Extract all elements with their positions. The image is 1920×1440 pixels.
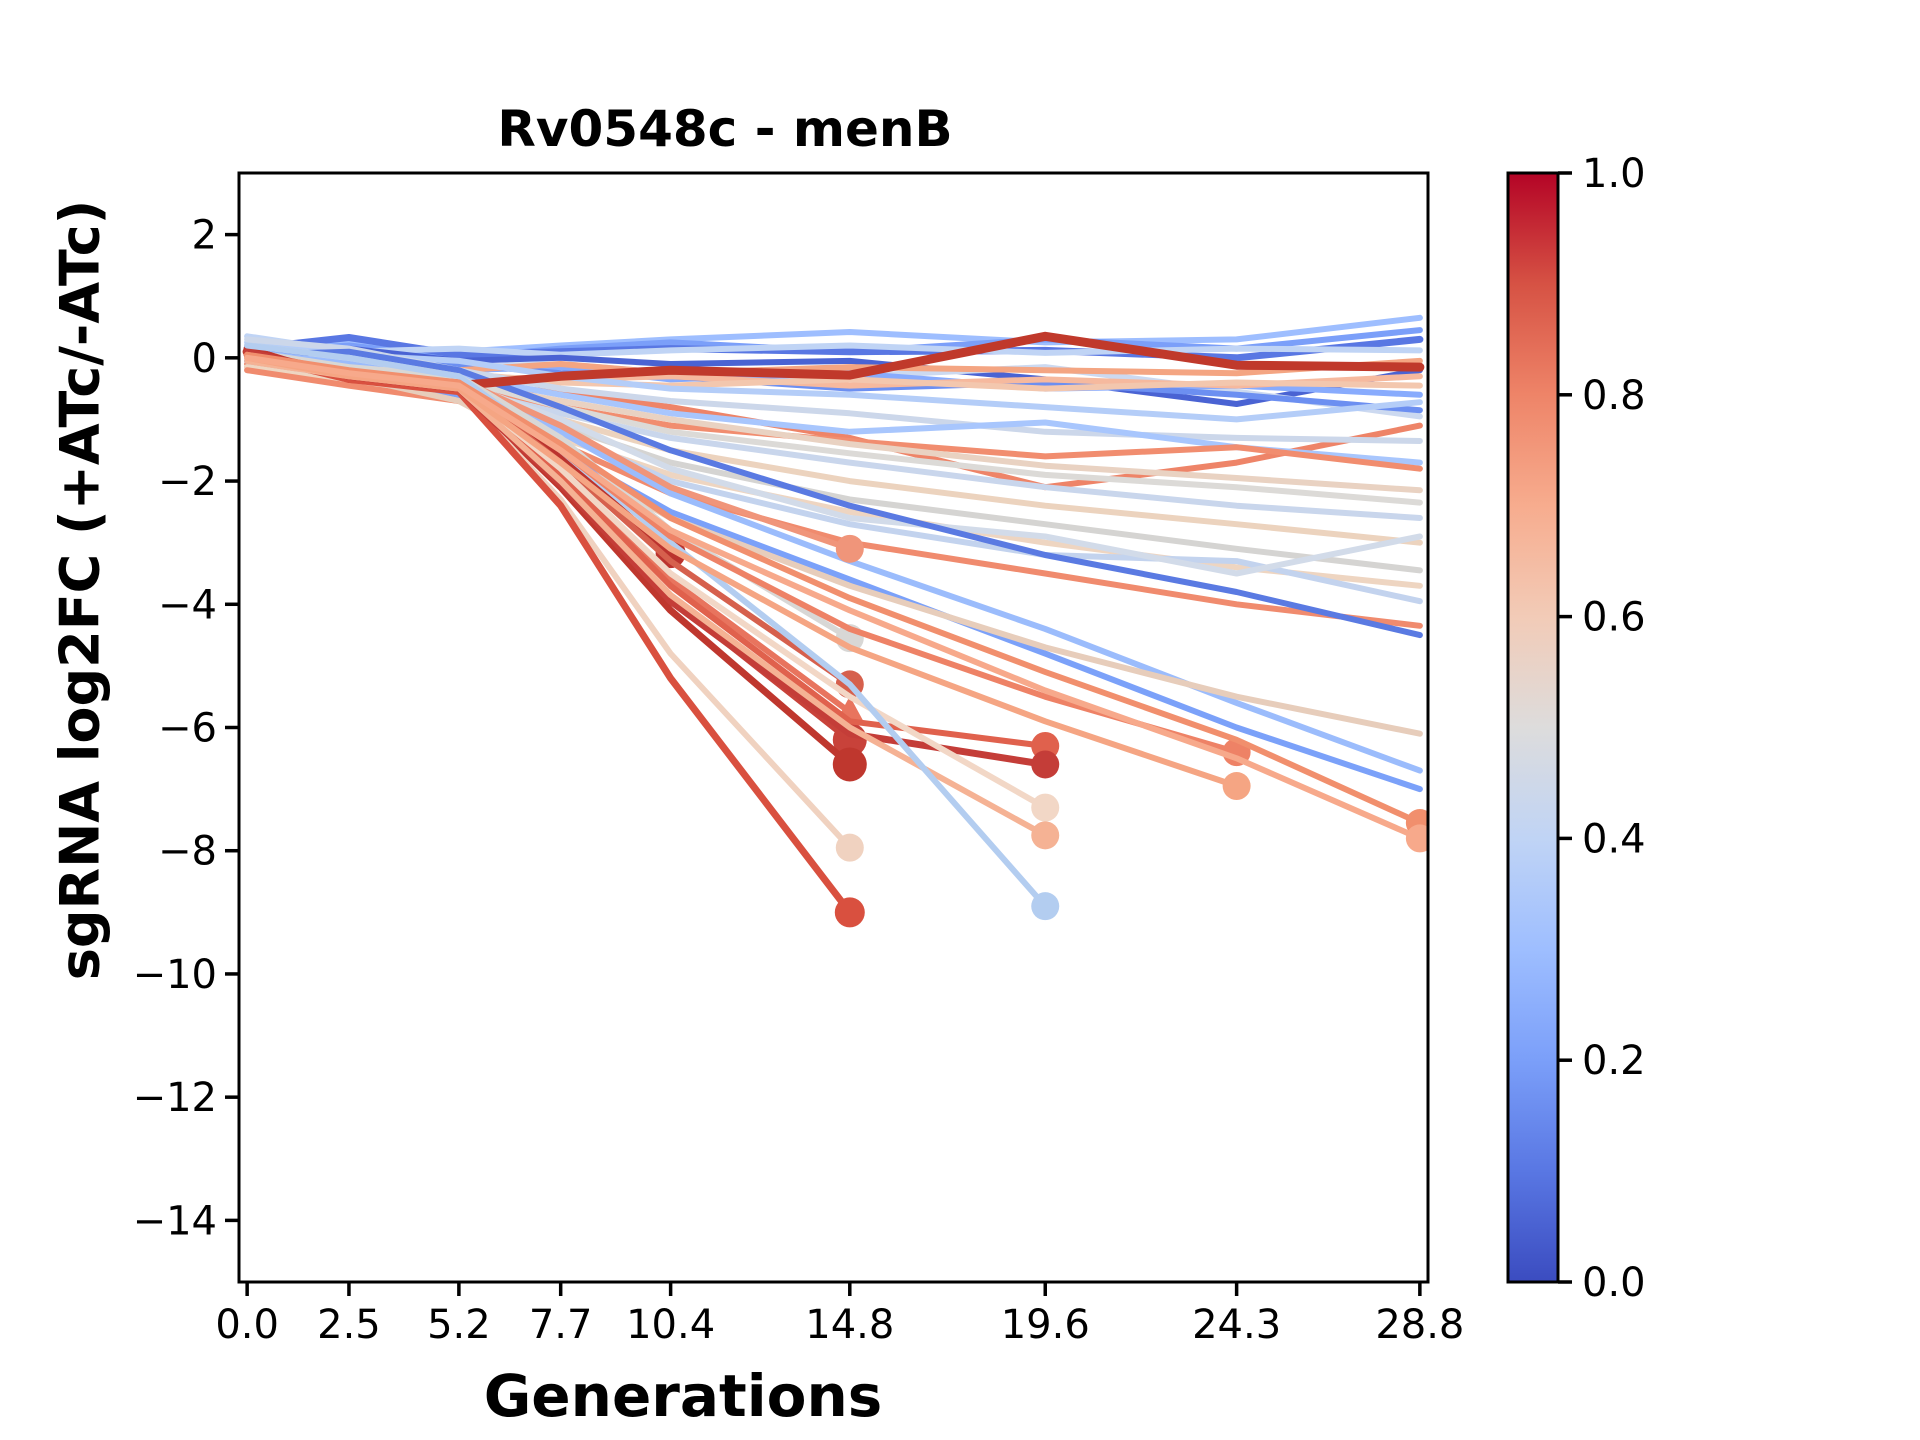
x-tick-label: 0.0 bbox=[215, 1302, 279, 1348]
y-tick-label: −12 bbox=[133, 1075, 217, 1121]
y-axis-label: sgRNA log2FC (+ATc/-ATc) bbox=[48, 199, 112, 981]
series-endpoint-marker-41 bbox=[1031, 793, 1060, 822]
series-line-46 bbox=[244, 351, 1423, 826]
series-line-32 bbox=[244, 348, 853, 642]
colorbar-tick-label: 0.8 bbox=[1582, 373, 1646, 419]
series-endpoint-marker-40 bbox=[1031, 750, 1060, 779]
x-tick-label: 19.6 bbox=[1001, 1302, 1090, 1348]
x-tick-label: 2.5 bbox=[317, 1302, 381, 1348]
x-tick-label: 5.2 bbox=[427, 1302, 491, 1348]
colorbar-tick-label: 0.4 bbox=[1582, 816, 1646, 862]
x-tick-label: 28.8 bbox=[1375, 1302, 1464, 1348]
y-tick-label: −6 bbox=[158, 706, 217, 752]
colorbar-tick-label: 0.0 bbox=[1582, 1260, 1646, 1306]
series-endpoint-marker-42 bbox=[1031, 821, 1060, 850]
series-line-25 bbox=[244, 348, 1423, 639]
plot-series-group bbox=[242, 314, 1428, 928]
y-tick-label: −8 bbox=[158, 829, 217, 875]
x-tick-label: 14.8 bbox=[805, 1302, 894, 1348]
y-tick-label: 0 bbox=[192, 336, 217, 382]
series-endpoint-marker-45 bbox=[1222, 772, 1251, 801]
series-line-45 bbox=[244, 354, 1240, 789]
series-endpoint-marker-38 bbox=[834, 897, 865, 928]
chart-title: Rv0548c - menB bbox=[497, 100, 953, 158]
series-endpoint-marker-31 bbox=[835, 534, 864, 563]
series-endpoint-marker-37 bbox=[835, 833, 864, 862]
series-endpoint-marker-47 bbox=[1405, 824, 1428, 853]
colorbar bbox=[1506, 171, 1560, 1284]
x-tick-label: 10.4 bbox=[626, 1302, 715, 1348]
colorbar-tick-label: 1.0 bbox=[1582, 151, 1646, 197]
x-axis-label: Generations bbox=[483, 1362, 883, 1430]
colorbar-tick-label: 0.6 bbox=[1582, 595, 1646, 641]
x-tick-label: 24.3 bbox=[1192, 1302, 1281, 1348]
series-endpoint-marker-36 bbox=[832, 747, 867, 782]
y-tick-label: −10 bbox=[133, 952, 217, 998]
colorbar-tick-label: 0.2 bbox=[1582, 1038, 1646, 1084]
series-line-47 bbox=[244, 354, 1423, 842]
y-tick-label: −2 bbox=[158, 459, 217, 505]
y-tick-label: 2 bbox=[192, 213, 217, 259]
series-endpoint-marker-43 bbox=[1031, 892, 1060, 921]
x-tick-label: 7.7 bbox=[529, 1302, 593, 1348]
series-line-4 bbox=[244, 345, 1423, 407]
y-tick-label: −14 bbox=[133, 1198, 217, 1244]
y-tick-label: −4 bbox=[158, 582, 217, 628]
